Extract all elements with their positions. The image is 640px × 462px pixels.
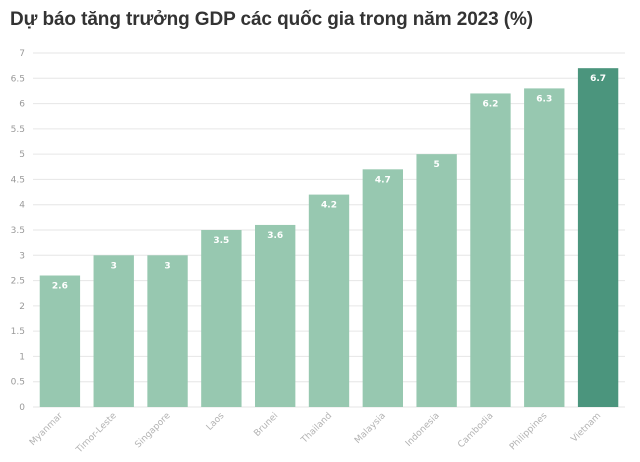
- x-tick-label: Brunei: [252, 411, 280, 439]
- data-label: 3.6: [267, 231, 283, 241]
- x-tick-label: Malaysia: [353, 411, 388, 446]
- y-tick-label: 1: [19, 352, 25, 362]
- y-tick-label: 5: [19, 150, 25, 160]
- data-label: 4.7: [375, 175, 391, 185]
- x-tick-label: Vietnam: [570, 411, 604, 445]
- bar-cambodia: [470, 93, 511, 407]
- bar-timor-leste: [93, 255, 134, 407]
- y-tick-label: 0: [19, 403, 25, 413]
- y-tick-label: 4.5: [11, 175, 25, 185]
- chart-title: Dự báo tăng trưởng GDP các quốc gia tron…: [10, 9, 534, 30]
- data-label: 6.3: [536, 94, 552, 104]
- data-label: 5: [434, 160, 440, 170]
- bar-myanmar: [39, 275, 81, 407]
- data-label: 4.2: [321, 201, 337, 211]
- y-tick-label: 4: [19, 201, 25, 211]
- y-tick-label: 3: [19, 251, 25, 261]
- y-tick-label: 3.5: [11, 226, 25, 236]
- bar-thailand: [308, 194, 350, 407]
- y-tick-label: 7: [19, 49, 25, 59]
- y-tick-label: 6: [19, 100, 25, 110]
- x-axis: Myanmar Timor-Leste Singapore Laos Brunei Tha…: [28, 411, 603, 456]
- data-label: 3: [111, 261, 117, 271]
- x-tick-label: Thailand: [299, 411, 334, 446]
- data-label: 6.7: [590, 74, 606, 84]
- x-tick-label: Laos: [205, 411, 227, 433]
- bar-philippines: [524, 88, 565, 408]
- data-label: 6.2: [482, 99, 498, 109]
- y-axis: 0 0.5 1 1.5 2 2.5 3 3.5 4 4.5 5 5.5 6 6.5 7: [11, 49, 26, 413]
- data-label: 3: [164, 261, 170, 271]
- x-tick-label: Timor-Leste: [74, 411, 119, 456]
- bar-indonesia: [416, 154, 457, 407]
- y-tick-label: 5.5: [11, 125, 25, 135]
- x-tick-label: Myanmar: [28, 411, 65, 448]
- y-tick-label: 6.5: [11, 74, 25, 84]
- bar-laos: [201, 230, 242, 407]
- y-tick-label: 0.5: [11, 378, 25, 388]
- data-labels: 2.6 3 3 3.5 3.6 4.2 4.7 5 6.2 6.3 6.7: [52, 74, 606, 291]
- y-tick-label: 1.5: [11, 327, 25, 337]
- x-tick-label: Philippines: [508, 411, 550, 453]
- y-tick-label: 2: [19, 302, 25, 312]
- data-label: 3.5: [213, 236, 229, 246]
- bar-vietnam: [577, 68, 619, 408]
- bar-brunei: [255, 224, 296, 407]
- bar-singapore: [147, 255, 188, 407]
- bar-malaysia: [362, 169, 403, 407]
- data-label: 2.6: [52, 282, 68, 292]
- y-tick-label: 2.5: [11, 277, 25, 287]
- bars: [39, 68, 619, 408]
- x-tick-label: Singapore: [133, 411, 173, 451]
- x-tick-label: Cambodia: [456, 411, 495, 450]
- x-tick-label: Indonesia: [404, 411, 442, 449]
